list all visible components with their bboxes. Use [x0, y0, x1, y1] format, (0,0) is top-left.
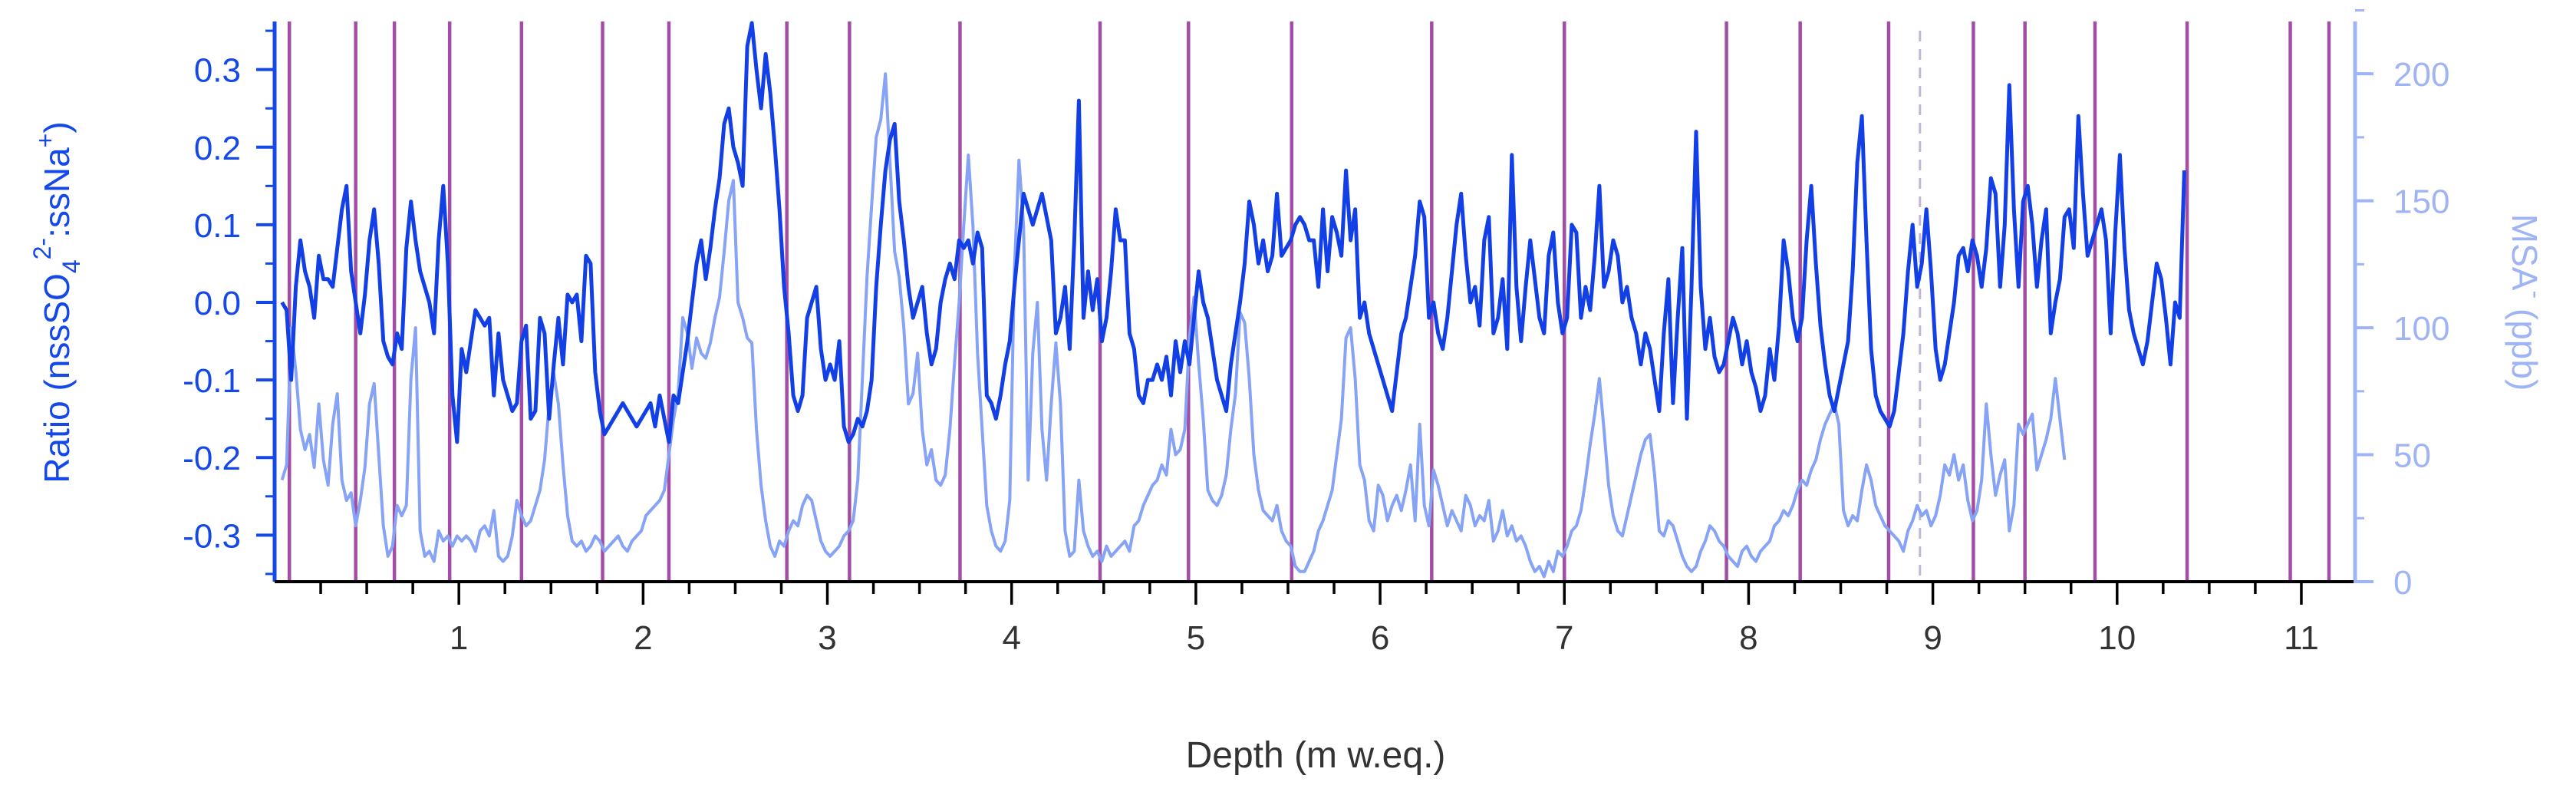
left-axis-tick-label: -0.1 [183, 362, 241, 400]
ratio-series-line [280, 21, 2186, 444]
left-axis-title-part: 2- [28, 238, 56, 259]
x-axis-tick-label: 6 [1371, 619, 1389, 657]
left-axis-title-part: 4 [58, 259, 85, 273]
right-axis-tick-label: 0 [2393, 564, 2412, 602]
right-axis-tick-label: 100 [2393, 310, 2449, 348]
right-axis-tick-label: 50 [2393, 437, 2431, 475]
x-axis-tick-label: 5 [1187, 619, 1205, 657]
left-axis-tick-label: 0.3 [194, 52, 241, 90]
right-axis-title: MSA- (ppb) [2505, 214, 2550, 391]
left-axis-tick-label: 0.2 [194, 130, 241, 167]
x-axis-tick-label: 1 [450, 619, 468, 657]
left-axis-title: Ratio (nssSO42-:ssNa+) [28, 121, 85, 483]
x-axis-tick-label: 8 [1739, 619, 1757, 657]
axes-layer [256, 8, 2373, 605]
left-axis-tick-label: -0.3 [183, 517, 241, 555]
x-axis-tick-label: 7 [1555, 619, 1573, 657]
x-axis-title: Depth (m w.eq.) [1186, 735, 1446, 776]
series-layer [280, 21, 2186, 579]
right-axis-tick-label: 200 [2393, 56, 2449, 94]
right-axis-title-part: (ppb) [2505, 299, 2545, 391]
x-axis-tick-label: 10 [2098, 619, 2136, 657]
x-axis-tick-label: 2 [634, 619, 652, 657]
x-axis-tick-label: 3 [818, 619, 836, 657]
year-markers [287, 21, 2331, 582]
right-axis-tick-label: 150 [2393, 183, 2449, 221]
msa-series-line [280, 72, 2067, 579]
x-axis-tick-label: 4 [1002, 619, 1020, 657]
left-axis-title-part: ) [37, 121, 77, 133]
left-axis-tick-label: 0.0 [194, 285, 241, 322]
right-axis-title-part: MSA [2505, 214, 2545, 291]
left-axis-tick-label: -0.2 [183, 440, 241, 477]
left-axis-tick-label: 0.1 [194, 207, 241, 245]
left-axis-title-part: :ssNa [37, 147, 77, 238]
right-axis-title-part: - [2522, 290, 2550, 299]
labels-layer: 0.3 0.2 0.1 0.0 -0.1 -0.2 -0.3 200 150 100 50 0 1 2 3 4… [28, 52, 2550, 776]
x-axis-tick-label: 9 [1923, 619, 1942, 657]
x-axis-tick-label: 11 [2284, 619, 2319, 657]
left-axis-title-part: Ratio (nssSO [37, 273, 77, 483]
left-axis-title-part: + [31, 134, 59, 148]
